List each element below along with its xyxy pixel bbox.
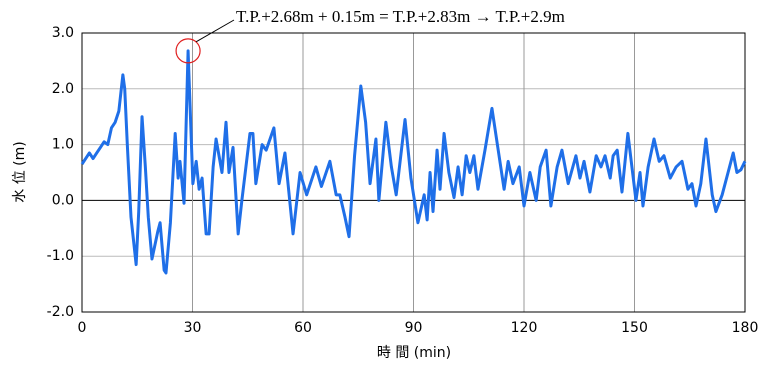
y-tick-label: -1.0 [47,248,74,264]
x-tick-label: 150 [621,320,648,336]
y-axis-label: 水 位 (m) [12,141,28,202]
plot-frame [81,32,746,313]
x-tick-label: 180 [732,320,759,336]
x-tick-label: 120 [511,320,538,336]
x-tick-label: 60 [294,320,312,336]
y-tick-label: 0.0 [52,192,74,208]
y-tick-label: 1.0 [52,137,74,153]
y-tick-label: -2.0 [47,304,74,320]
line-series [80,49,747,275]
y-tick-label: 3.0 [52,25,74,41]
y-tick-label: 2.0 [52,81,74,97]
x-tick-label: 30 [184,320,202,336]
x-tick-label: 0 [78,320,87,336]
annotation-circle [175,38,201,64]
annotation: T.P.+2.68m + 0.15m = T.P.+2.83m → T.P.+2… [236,7,565,26]
x-axis-label: 時 間 (min) [377,345,451,361]
annotation-leader [195,19,235,43]
x-tick-label: 90 [405,320,423,336]
